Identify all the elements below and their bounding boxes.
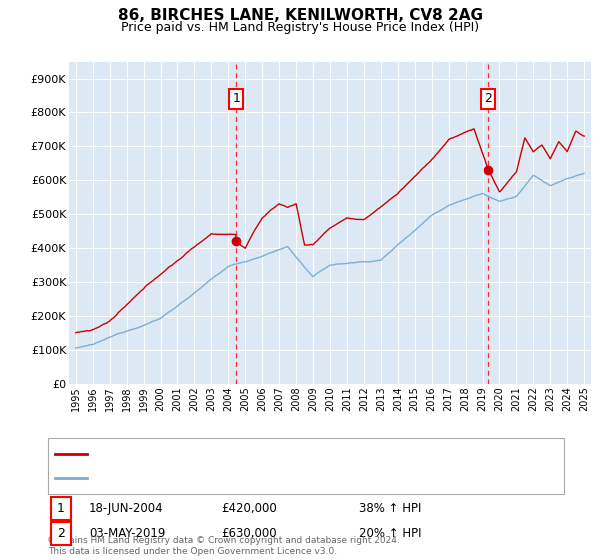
Text: 2: 2 — [484, 92, 492, 105]
Text: 1: 1 — [57, 502, 65, 515]
Text: £630,000: £630,000 — [221, 527, 277, 540]
Text: 20% ↑ HPI: 20% ↑ HPI — [359, 527, 421, 540]
Text: Price paid vs. HM Land Registry's House Price Index (HPI): Price paid vs. HM Land Registry's House … — [121, 21, 479, 34]
Text: 38% ↑ HPI: 38% ↑ HPI — [359, 502, 421, 515]
Text: 86, BIRCHES LANE, KENILWORTH, CV8 2AG: 86, BIRCHES LANE, KENILWORTH, CV8 2AG — [118, 8, 482, 24]
Text: HPI: Average price, detached house, Warwick: HPI: Average price, detached house, Warw… — [93, 473, 346, 483]
Text: Contains HM Land Registry data © Crown copyright and database right 2024.
This d: Contains HM Land Registry data © Crown c… — [48, 536, 400, 556]
Text: 86, BIRCHES LANE, KENILWORTH, CV8 2AG (detached house): 86, BIRCHES LANE, KENILWORTH, CV8 2AG (d… — [93, 449, 433, 459]
Text: 2: 2 — [57, 527, 65, 540]
Text: £420,000: £420,000 — [221, 502, 277, 515]
Text: 1: 1 — [232, 92, 240, 105]
Text: 03-MAY-2019: 03-MAY-2019 — [89, 527, 165, 540]
Text: 18-JUN-2004: 18-JUN-2004 — [89, 502, 163, 515]
